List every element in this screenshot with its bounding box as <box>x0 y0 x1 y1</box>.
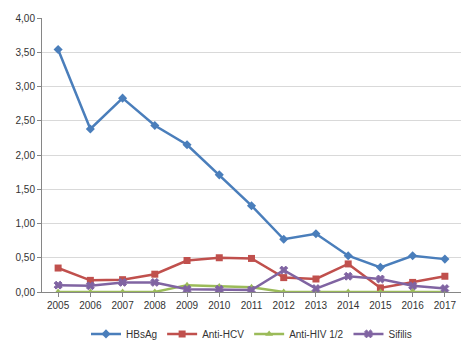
svg-text:2008: 2008 <box>144 300 167 311</box>
svg-text:3,50: 3,50 <box>16 47 36 58</box>
svg-text:2014: 2014 <box>337 300 360 311</box>
svg-text:2013: 2013 <box>305 300 328 311</box>
svg-text:2017: 2017 <box>434 300 457 311</box>
svg-text:2007: 2007 <box>111 300 134 311</box>
svg-text:2009: 2009 <box>176 300 199 311</box>
svg-text:Sifilis: Sifilis <box>388 329 411 340</box>
svg-text:2011: 2011 <box>241 300 263 311</box>
svg-text:1,00: 1,00 <box>16 218 36 229</box>
svg-text:2016: 2016 <box>402 300 425 311</box>
svg-text:1,50: 1,50 <box>16 184 36 195</box>
svg-text:2015: 2015 <box>369 300 392 311</box>
svg-text:Anti-HCV: Anti-HCV <box>202 329 244 340</box>
svg-text:2006: 2006 <box>79 300 102 311</box>
svg-text:2,50: 2,50 <box>16 115 36 126</box>
svg-text:0,00: 0,00 <box>16 287 36 298</box>
svg-text:HBsAg: HBsAg <box>126 329 157 340</box>
svg-text:2005: 2005 <box>47 300 70 311</box>
svg-text:2012: 2012 <box>273 300 296 311</box>
svg-text:2,00: 2,00 <box>16 150 36 161</box>
svg-text:0,50: 0,50 <box>16 252 36 263</box>
svg-text:Anti-HIV 1/2: Anti-HIV 1/2 <box>289 329 343 340</box>
svg-text:3,00: 3,00 <box>16 81 36 92</box>
svg-text:2010: 2010 <box>208 300 231 311</box>
svg-text:4,00: 4,00 <box>16 13 36 24</box>
